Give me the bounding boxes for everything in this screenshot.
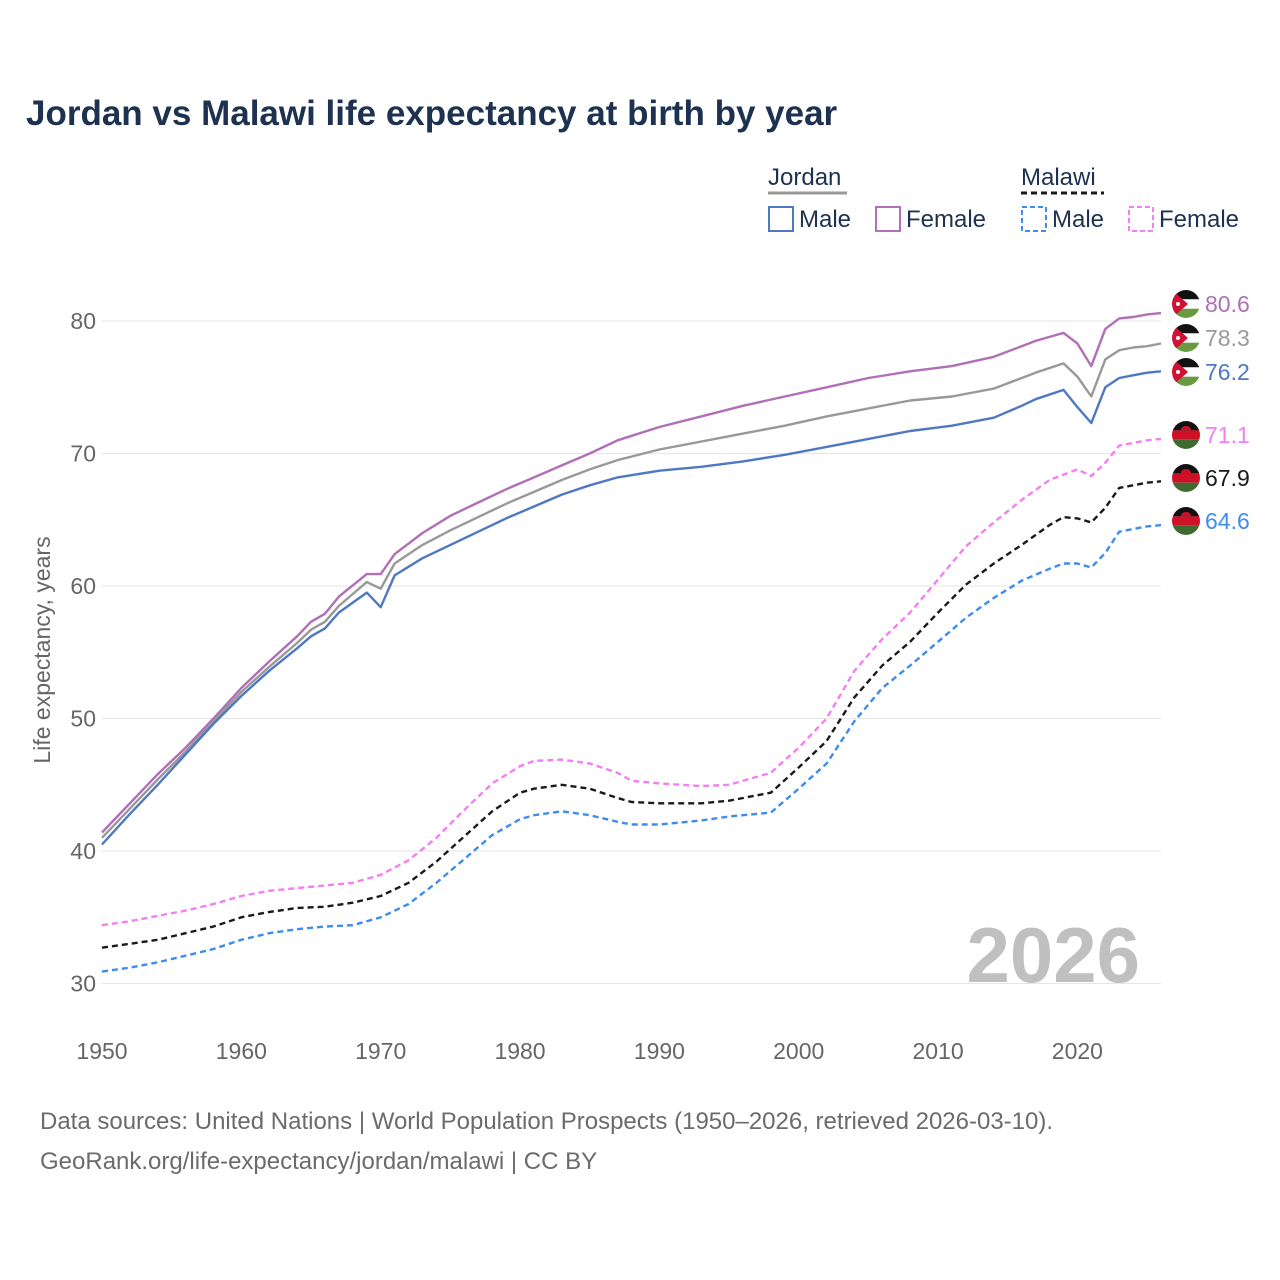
end-label-jordan-total: 78.3 [1205, 325, 1250, 351]
year-watermark: 2026 [966, 911, 1140, 999]
y-axis-ticks: 30 40 50 60 70 80 [70, 308, 96, 997]
malawi-flag-icon-malawi_female [1172, 421, 1200, 449]
x-axis-ticks: 1950 1960 1970 1980 1990 2000 2010 2020 [76, 1038, 1103, 1064]
legend-malawi-heading: Malawi [1021, 164, 1096, 191]
legend-jordan-male-label: Male [799, 206, 851, 233]
y-tick-label: 60 [70, 573, 96, 599]
end-label-malawi-female: 71.1 [1205, 422, 1250, 448]
x-tick-label: 1950 [76, 1038, 127, 1064]
y-tick-label: 70 [70, 441, 96, 467]
y-tick-label: 80 [70, 308, 96, 334]
series-line-jordan-total [101, 342, 1162, 839]
x-tick-label: 2000 [773, 1038, 824, 1064]
legend-malawi-female-swatch [1128, 206, 1154, 232]
y-axis-label: Life expectancy, years [29, 536, 55, 763]
source-line-1: Data sources: United Nations | World Pop… [40, 1108, 1054, 1135]
legend-jordan-heading: Jordan [768, 164, 841, 191]
y-tick-label: 30 [70, 971, 96, 997]
x-tick-label: 2020 [1052, 1038, 1103, 1064]
x-tick-label: 1980 [494, 1038, 545, 1064]
gridlines [102, 320, 1161, 984]
y-tick-label: 40 [70, 838, 96, 864]
malawi-flag-icon-malawi_total [1172, 464, 1200, 492]
end-label-malawi-male: 64.6 [1205, 508, 1250, 534]
x-tick-label: 2010 [912, 1038, 963, 1064]
x-tick-label: 1990 [634, 1038, 685, 1064]
series-lines [101, 311, 1162, 973]
x-tick-label: 1970 [355, 1038, 406, 1064]
malawi-flag-icon-malawi_male [1172, 507, 1200, 535]
legend-jordan-female-swatch [875, 206, 901, 232]
source-line-2: GeoRank.org/life-expectancy/jordan/malaw… [40, 1148, 598, 1175]
series-line-malawi-total [101, 480, 1162, 949]
x-tick-label: 1960 [216, 1038, 267, 1064]
y-tick-label: 50 [70, 706, 96, 732]
end-label-jordan-male: 76.2 [1205, 359, 1250, 385]
series-line-jordan-male [101, 370, 1162, 846]
legend-jordan-female-label: Female [906, 206, 986, 233]
series-line-malawi-male [101, 523, 1162, 973]
end-label-jordan-female: 80.6 [1205, 291, 1250, 317]
series-end-labels: 80.6 78.3 76.2 71.1 67.9 64.6 [1172, 290, 1250, 535]
jordan-flag-icon-jordan_male [1172, 358, 1200, 386]
chart-title: Jordan vs Malawi life expectancy at birt… [26, 94, 838, 133]
series-line-jordan-female [101, 311, 1162, 834]
jordan-flag-icon-jordan_total [1172, 324, 1200, 352]
series-line-malawi-female [101, 437, 1162, 927]
end-label-malawi-total: 67.9 [1205, 465, 1250, 491]
legend-malawi-female-label: Female [1159, 206, 1239, 233]
jordan-flag-icon-jordan_female [1172, 290, 1200, 318]
legend-jordan-male-swatch [768, 206, 794, 232]
legend: Jordan Male Female Malawi Male Female [768, 164, 1239, 233]
legend-malawi-male-swatch [1021, 206, 1047, 232]
legend-malawi-male-label: Male [1052, 206, 1104, 233]
